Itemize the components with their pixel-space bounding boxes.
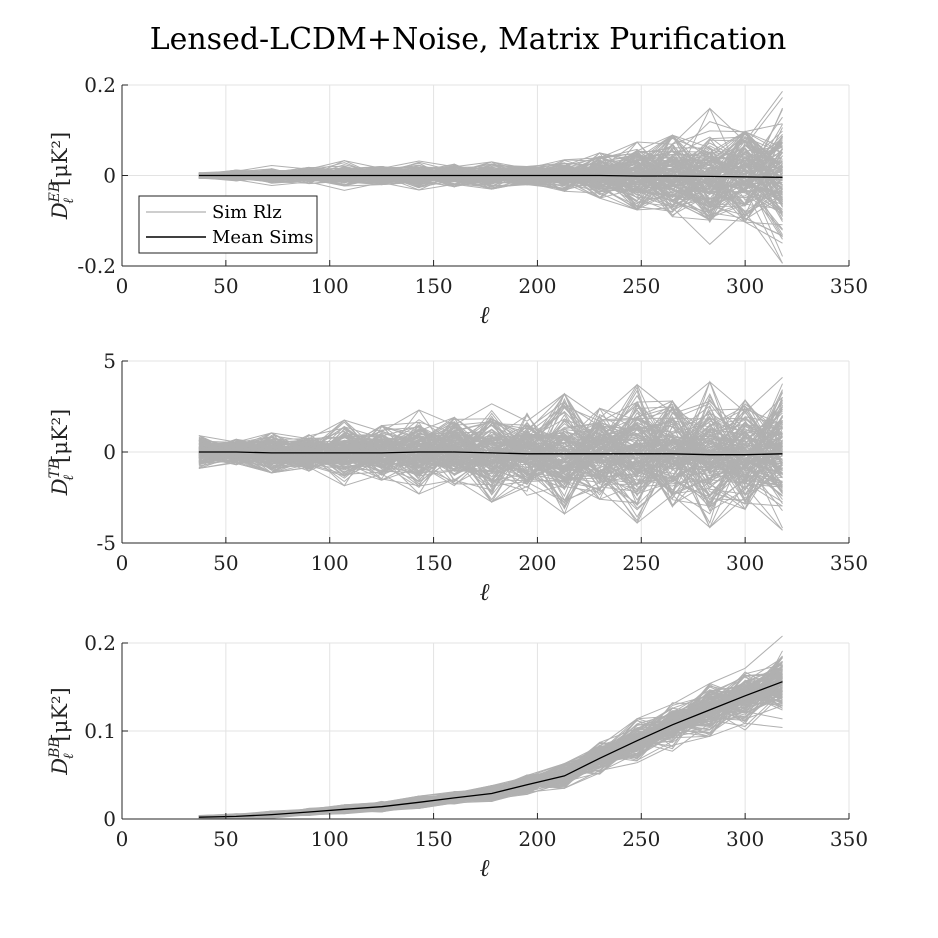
sim-line — [198, 409, 783, 508]
y-tick-label: 0.2 — [84, 73, 116, 97]
x-tick-label: 0 — [116, 274, 129, 298]
sim-line — [198, 170, 783, 200]
sim-line — [198, 434, 783, 522]
x-tick-label: 350 — [830, 551, 868, 575]
sim-line — [198, 417, 783, 491]
y-tick-label: 0 — [103, 807, 116, 831]
x-tick-label: 50 — [213, 551, 238, 575]
x-tick-label: 0 — [116, 551, 129, 575]
x-tick-label: 300 — [726, 274, 764, 298]
y-label-sup: BB — [47, 737, 63, 759]
sim-line-extreme — [198, 377, 783, 443]
figure-title: Lensed-LCDM+Noise, Matrix Purification — [150, 22, 787, 57]
y-label-sub: ℓ — [61, 475, 77, 481]
x-tick-label: 100 — [311, 274, 349, 298]
mean-sims-line-TB — [198, 451, 783, 456]
y-tick-label: 0 — [103, 440, 116, 464]
y-axis-label: DTBℓ [μK²] — [47, 409, 77, 496]
sim-line-extreme — [198, 91, 783, 174]
x-tick-label: 250 — [622, 274, 660, 298]
sim-line-extreme — [198, 635, 783, 816]
sim-line — [198, 426, 783, 473]
sim-line — [198, 392, 783, 491]
y-label-unit: [μK²] — [48, 132, 72, 186]
x-tick-label: 350 — [830, 827, 868, 851]
y-tick-label: 0.1 — [84, 719, 116, 743]
y-label-sup: TB — [47, 459, 63, 479]
sim-line — [198, 436, 783, 495]
y-label-unit: [μK²] — [48, 687, 72, 741]
legend: Sim Rlz Mean Sims — [138, 195, 318, 254]
x-tick-label: 0 — [116, 827, 129, 851]
y-tick-label: -0.2 — [77, 254, 116, 278]
sim-line — [198, 149, 783, 206]
y-label-sub: ℓ — [61, 753, 77, 759]
sim-line-extreme — [198, 722, 783, 820]
y-axis-label: DEBℓ [μK²] — [47, 132, 77, 220]
sim-line — [198, 430, 783, 515]
y-tick-label: 0.2 — [84, 631, 116, 655]
y-axis-label: DBBℓ [μK²] — [47, 687, 77, 775]
x-axis-label: ℓ — [480, 854, 490, 882]
sim-line — [198, 436, 783, 507]
x-tick-label: 200 — [518, 551, 556, 575]
x-tick-label: 50 — [213, 827, 238, 851]
x-tick-label: 250 — [622, 827, 660, 851]
y-label-sup: EB — [47, 182, 63, 204]
y-label-sub: ℓ — [61, 198, 77, 204]
sim-realizations-BB — [198, 635, 783, 820]
y-tick-label: 0 — [103, 164, 116, 188]
x-tick-label: 200 — [518, 827, 556, 851]
sim-line — [198, 405, 783, 497]
sim-line — [198, 410, 783, 516]
panel-EB: 0 50 100 150 200 250 300 350-0.200.2ℓDEBℓ[μK²]S… — [47, 73, 868, 329]
sim-line — [198, 130, 783, 180]
y-label-base: D — [48, 478, 72, 496]
x-tick-label: 300 — [726, 551, 764, 575]
legend-label: Sim Rlz — [212, 202, 282, 223]
x-axis-label: ℓ — [480, 301, 490, 329]
sim-realizations-TB — [198, 377, 783, 531]
sim-line — [198, 141, 783, 187]
legend-label: Mean Sims — [212, 227, 314, 248]
y-tick-label: -5 — [97, 531, 116, 555]
sim-line-extreme — [198, 461, 783, 531]
mean-sims-line-BB — [198, 681, 783, 818]
sim-line — [198, 672, 783, 819]
x-tick-label: 250 — [622, 551, 660, 575]
x-tick-label: 150 — [414, 274, 452, 298]
sim-line — [198, 421, 783, 471]
sim-line-extreme — [198, 177, 783, 264]
y-label-base: D — [48, 758, 72, 776]
x-tick-label: 150 — [414, 827, 452, 851]
x-tick-label: 100 — [311, 827, 349, 851]
y-label-base: D — [48, 202, 72, 220]
x-tick-label: 50 — [213, 274, 238, 298]
x-tick-label: 150 — [414, 551, 452, 575]
y-label-unit: [μK²] — [48, 409, 72, 463]
x-tick-label: 100 — [311, 551, 349, 575]
y-tick-label: 5 — [103, 349, 116, 373]
legend-box — [138, 195, 318, 254]
sim-line — [198, 166, 783, 218]
sim-line — [198, 421, 783, 479]
mean-sims-line-EB — [198, 174, 783, 178]
x-tick-label: 300 — [726, 827, 764, 851]
sim-line — [198, 397, 783, 492]
x-axis-label: ℓ — [480, 578, 490, 606]
x-tick-label: 200 — [518, 274, 556, 298]
x-tick-label: 350 — [830, 274, 868, 298]
